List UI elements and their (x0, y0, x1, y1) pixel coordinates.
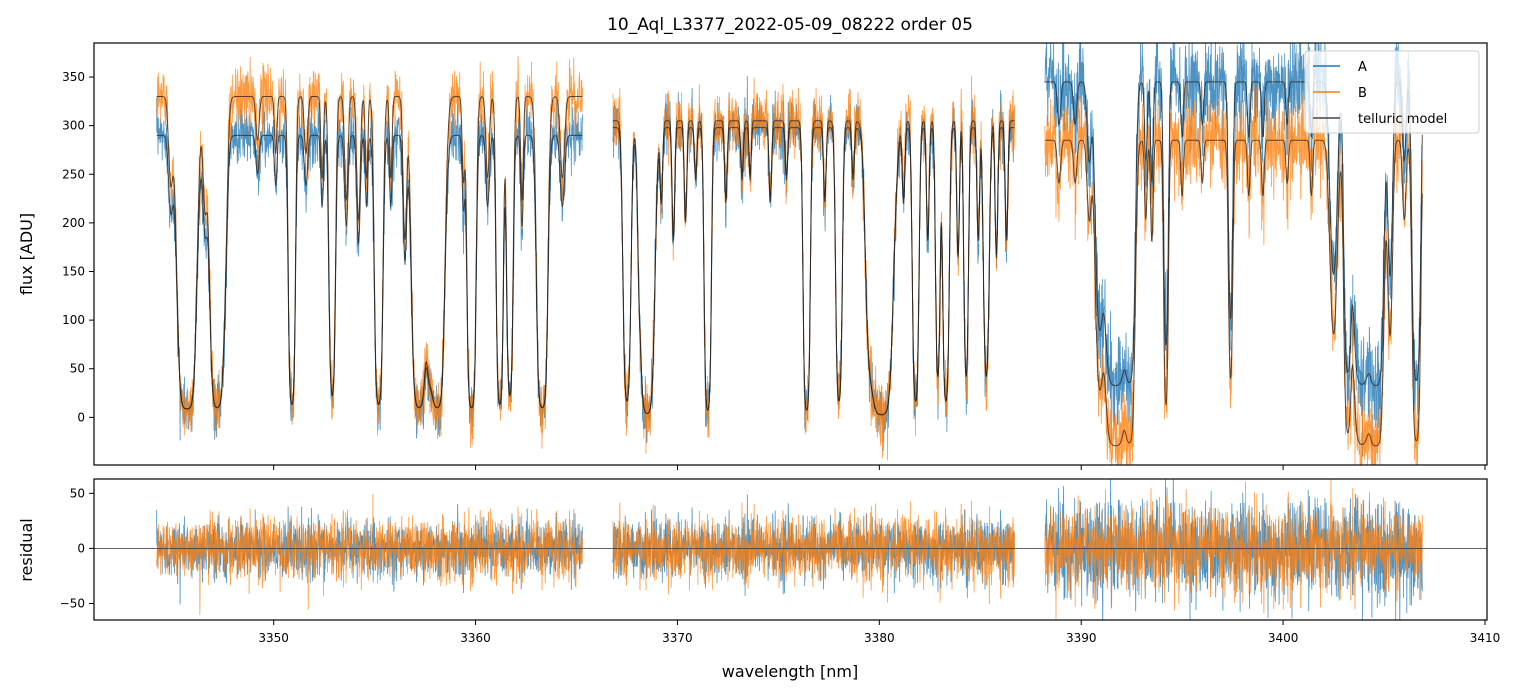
residual-y-label: residual (17, 518, 36, 581)
flux-y-tick-label: 250 (62, 167, 85, 181)
residual-y-tick-label: −50 (60, 596, 85, 610)
legend-label-a: A (1358, 60, 1367, 75)
flux-axes: 0 50 100 150 200 250 300 350 flux [ADU] (17, 42, 1488, 470)
telluric-model-a-segment-3 (1044, 81, 1423, 387)
flux-y-label: flux [ADU] (17, 213, 36, 295)
x-tick-label: 3410 (1470, 631, 1501, 645)
telluric-model-b-segment-1 (156, 96, 583, 410)
x-tick-label: 3360 (460, 631, 491, 645)
residual-series-b-segment-3 (1044, 479, 1423, 619)
telluric-model-a-segment-2 (612, 127, 1015, 416)
flux-y-tick-label: 200 (62, 216, 85, 230)
legend-label-b: B (1358, 86, 1367, 101)
x-tick-label: 3380 (864, 631, 895, 645)
flux-axes-frame (93, 42, 1488, 466)
residual-y-tick-label: 50 (70, 486, 85, 500)
residual-y-tick-label: 0 (77, 541, 85, 555)
telluric-model-a-segment-1 (156, 134, 583, 410)
x-tick-label: 3370 (662, 631, 693, 645)
flux-series-b-segment-1 (156, 56, 583, 449)
flux-y-tick-label: 350 (62, 70, 85, 84)
flux-y-tick-label: 0 (77, 410, 85, 424)
telluric-model-b-segment-2 (612, 120, 1015, 416)
x-tick-label: 3350 (258, 631, 289, 645)
telluric-model-b-segment-3 (1044, 139, 1423, 447)
residual-axes-frame (93, 478, 1488, 621)
residual-series-a-segment-1 (156, 503, 583, 605)
chart-title: 10_Aql_L3377_2022-05-09_08222 order 05 (607, 15, 973, 35)
flux-y-tick-label: 50 (70, 362, 85, 376)
x-tick-label: 3390 (1066, 631, 1097, 645)
residual-series-b-segment-1 (156, 493, 583, 615)
x-tick-label: 3400 (1268, 631, 1299, 645)
residual-series-b-segment-2 (612, 500, 1015, 605)
x-axis-label: wavelength [nm] (722, 662, 859, 681)
legend-label-model: telluric model (1358, 112, 1447, 127)
flux-y-tick-label: 300 (62, 119, 85, 133)
legend: A B telluric model (1304, 50, 1480, 134)
flux-y-tick-label: 150 (62, 265, 85, 279)
residual-axes: 3350 3360 3370 3380 3390 3400 3410 −50 0 50 resid… (17, 478, 1501, 681)
flux-y-tick-label: 100 (62, 313, 85, 327)
